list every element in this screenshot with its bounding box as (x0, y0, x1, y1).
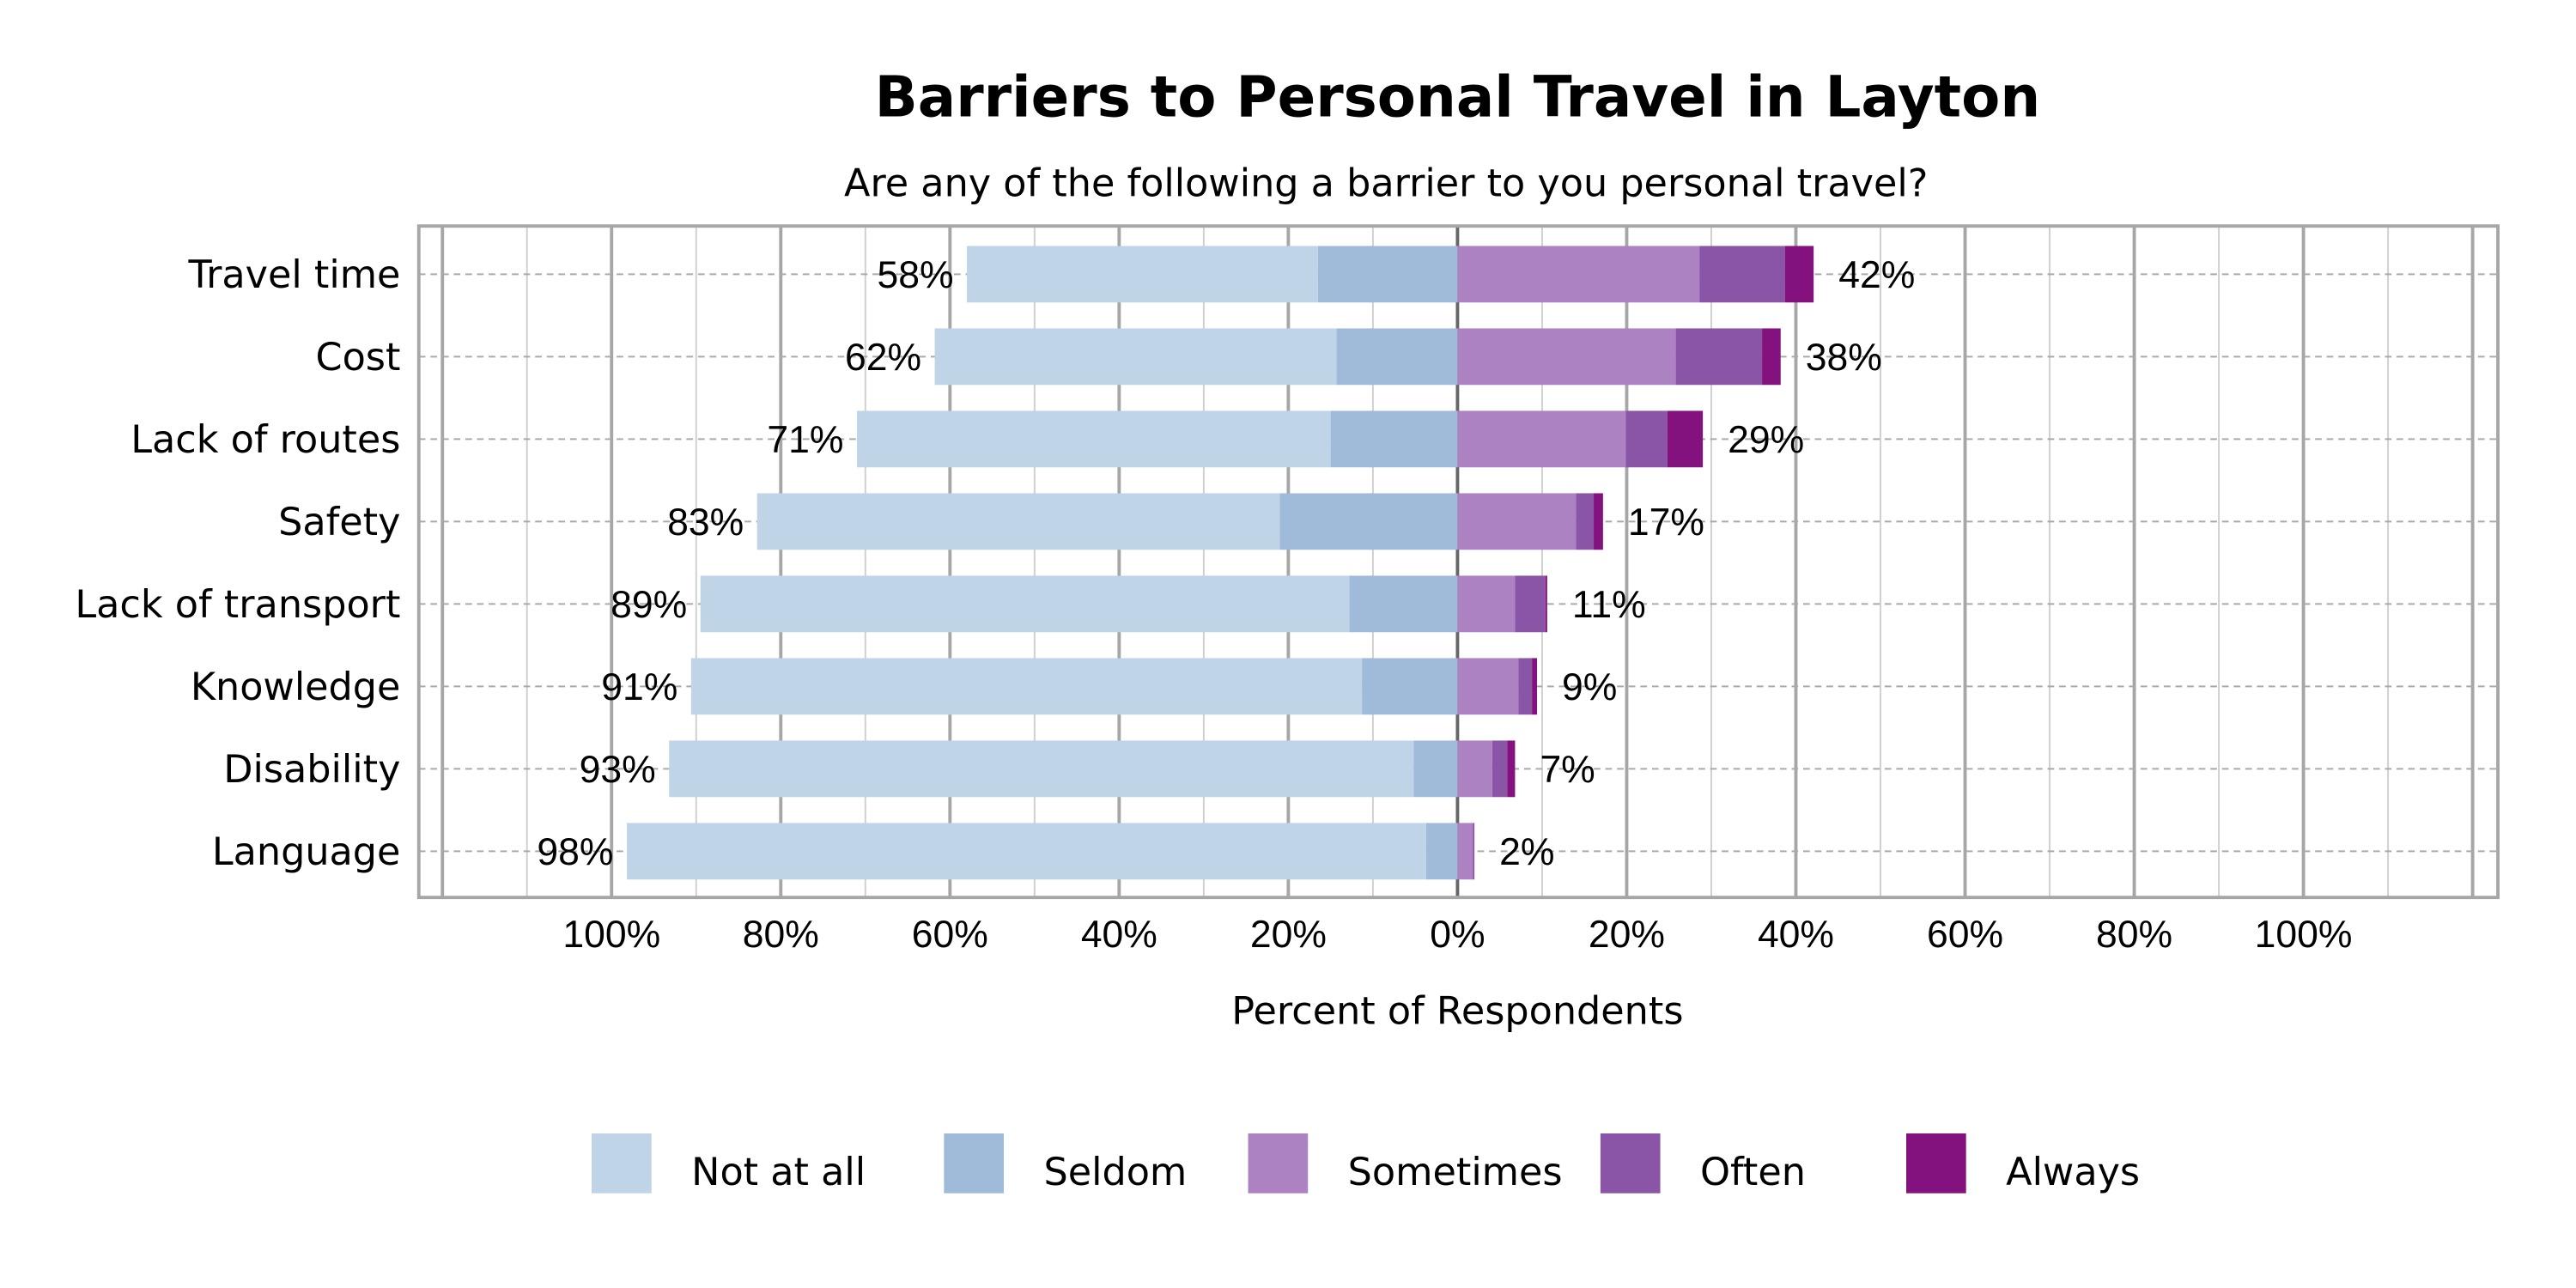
right-total-label: 42% (1838, 254, 1915, 296)
left-total-label: 62% (845, 337, 921, 379)
legend-label: Sometimes (1348, 1151, 1563, 1194)
legend: Not at all Seldom Sometimes Often Always (592, 1133, 2140, 1194)
legend-item: Sometimes (1248, 1133, 1563, 1194)
bar-segment-always (1507, 740, 1516, 798)
category-label: Disability (223, 748, 400, 792)
bar-segment-always (1762, 328, 1781, 386)
legend-item: Not at all (592, 1133, 866, 1194)
bar-segment-sometimes (1457, 575, 1516, 633)
left-total-label: 98% (537, 831, 613, 873)
x-tick-label: 20% (1589, 914, 1665, 956)
legend-swatch (592, 1133, 652, 1194)
x-tick-label: 80% (743, 914, 819, 956)
right-total-label: 2% (1499, 831, 1554, 873)
bar-segment-sometimes (1457, 246, 1700, 303)
x-tick-label: 0% (1430, 914, 1485, 956)
bar-segment-always (1667, 410, 1704, 468)
bar-segment-often (1576, 493, 1595, 550)
bar-segment-often (1492, 740, 1508, 798)
x-axis-ticks: 100% 80% 60% 40% 20% 0% 20% 40% 60% 80% 100% (562, 914, 2352, 956)
legend-item: Often (1600, 1133, 1806, 1194)
bar-segment-always (1784, 246, 1814, 303)
plot-frame (416, 224, 2500, 900)
legend-item: Always (1906, 1133, 2140, 1194)
bar-segment-not-at-all (669, 740, 1414, 798)
category-label: Language (212, 830, 401, 874)
left-total-label: 91% (601, 666, 677, 708)
left-total-label: 58% (877, 254, 953, 296)
labels: Travel time 58% 42% Cost 62% 38% Lack of route… (75, 253, 1915, 874)
right-total-label: 11% (1572, 584, 1646, 626)
category-label: Lack of transport (75, 583, 400, 627)
x-tick-label: 40% (1758, 914, 1834, 956)
bar-segment-not-at-all (967, 246, 1318, 303)
left-total-label: 93% (580, 749, 656, 791)
bar-segment-always (1545, 575, 1547, 633)
category-label: Safety (278, 501, 400, 544)
bar-segment-sometimes (1457, 493, 1577, 550)
right-total-label: 9% (1562, 666, 1617, 708)
category-label: Knowledge (191, 665, 401, 709)
left-total-label: 89% (611, 584, 687, 626)
right-total-label: 7% (1540, 749, 1595, 791)
x-tick-label: 80% (2096, 914, 2172, 956)
right-total-label: 17% (1628, 501, 1704, 544)
x-tick-label: 100% (562, 914, 660, 956)
bar-segment-seldom (1279, 493, 1458, 550)
bar-segment-seldom (1425, 823, 1458, 880)
bar-segment-always (1594, 493, 1603, 550)
bar-segment-not-at-all (700, 575, 1350, 633)
bar-segment-often (1675, 328, 1763, 386)
category-label: Lack of routes (131, 418, 400, 462)
legend-label: Not at all (691, 1151, 866, 1194)
chart-title: Barriers to Personal Travel in Layton (875, 64, 2041, 130)
bar-segment-often (1699, 246, 1785, 303)
bar-segment-seldom (1413, 740, 1458, 798)
x-tick-label: 40% (1081, 914, 1157, 956)
bar-segment-sometimes (1457, 823, 1473, 880)
legend-swatch (1600, 1133, 1661, 1194)
bar-segment-sometimes (1457, 740, 1492, 798)
legend-item: Seldom (944, 1133, 1187, 1194)
legend-swatch (1906, 1133, 1966, 1194)
bar-segment-not-at-all (626, 823, 1426, 880)
bar-segment-seldom (1330, 410, 1458, 468)
bar-segment-sometimes (1457, 410, 1626, 468)
category-label: Cost (316, 336, 401, 380)
x-tick-label: 60% (1927, 914, 2003, 956)
bar-segment-often (1473, 823, 1475, 880)
bar-segment-seldom (1362, 658, 1458, 715)
legend-swatch (1248, 1133, 1309, 1194)
bar-segment-sometimes (1457, 328, 1676, 386)
bar-segment-often (1518, 658, 1533, 715)
bars (626, 246, 1814, 880)
bar-segment-not-at-all (856, 410, 1331, 468)
bar-segment-often (1625, 410, 1668, 468)
x-tick-label: 60% (912, 914, 988, 956)
x-tick-label: 100% (2255, 914, 2353, 956)
bar-segment-often (1515, 575, 1546, 633)
x-axis-title: Percent of Respondents (1231, 989, 1683, 1033)
right-total-label: 38% (1806, 337, 1882, 379)
bar-segment-not-at-all (756, 493, 1280, 550)
bar-segment-seldom (1349, 575, 1458, 633)
bar-segment-always (1532, 658, 1538, 715)
bar-segment-seldom (1317, 246, 1458, 303)
legend-label: Always (2006, 1151, 2140, 1194)
category-label: Travel time (187, 253, 400, 297)
right-total-label: 29% (1728, 419, 1804, 461)
bar-segment-seldom (1336, 328, 1458, 386)
bar-segment-sometimes (1457, 658, 1519, 715)
left-total-label: 71% (767, 419, 843, 461)
x-tick-label: 20% (1250, 914, 1327, 956)
bar-segment-not-at-all (934, 328, 1337, 386)
legend-label: Often (1700, 1151, 1806, 1194)
bar-segment-not-at-all (690, 658, 1363, 715)
left-total-label: 83% (667, 501, 744, 544)
legend-label: Seldom (1043, 1151, 1187, 1194)
chart-subtitle: Are any of the following a barrier to yo… (844, 161, 1928, 205)
legend-swatch (944, 1133, 1005, 1194)
